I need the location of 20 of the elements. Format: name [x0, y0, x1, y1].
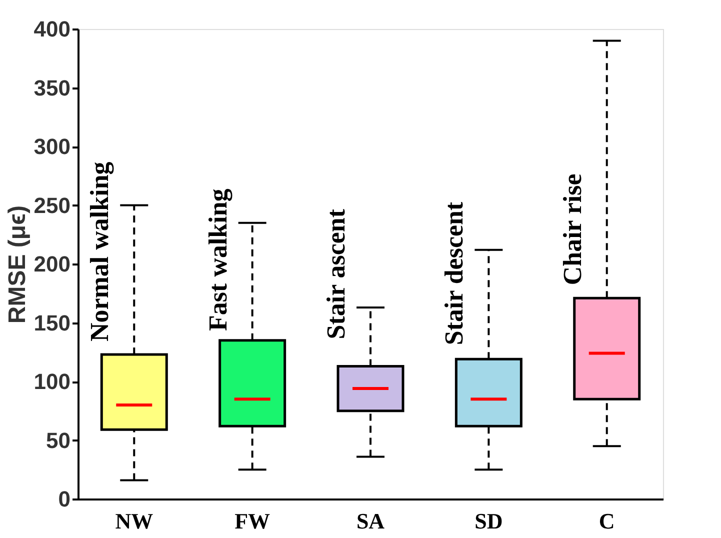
y-tick-label: 400	[34, 16, 70, 42]
y-tick-label: 150	[34, 310, 70, 336]
y-tick-label: 350	[34, 75, 70, 100]
y-tick-label: 250	[34, 192, 70, 218]
annotation: Chair rise	[558, 174, 587, 286]
annotation: Stair descent	[440, 202, 469, 346]
x-tick-label: NW	[115, 508, 154, 534]
x-tick-label: C	[598, 508, 615, 534]
x-tick-label: SD	[474, 508, 503, 534]
annotation: Fast walking	[203, 188, 232, 331]
y-axis-title: RMSE (μϵ)	[4, 205, 31, 324]
y-tick-label: 0	[58, 486, 70, 512]
x-tick-label: SA	[356, 508, 385, 534]
annotation: Normal walking	[85, 162, 114, 342]
y-tick-label: 200	[34, 252, 70, 276]
x-tick-label: FW	[234, 508, 270, 534]
y-tick-label: 50	[46, 428, 70, 453]
y-tick-label: 300	[34, 134, 70, 159]
annotation: Stair ascent	[322, 208, 350, 340]
y-tick-label: 100	[34, 369, 70, 394]
